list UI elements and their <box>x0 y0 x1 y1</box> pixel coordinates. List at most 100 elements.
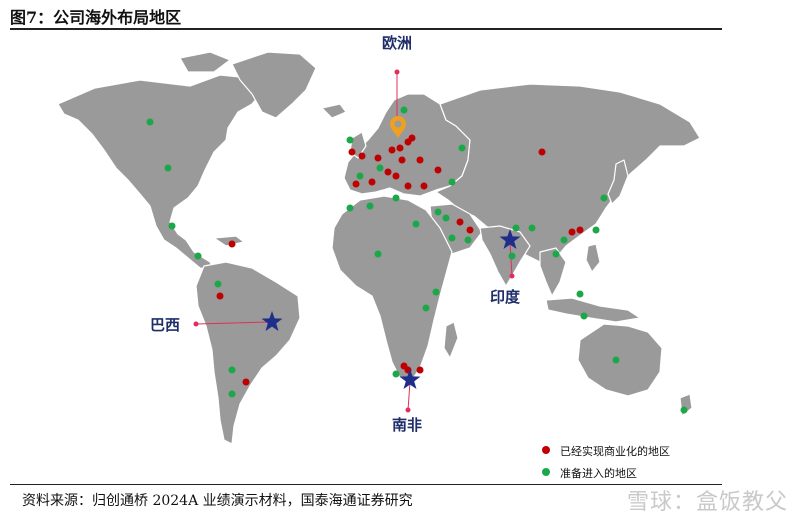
commercialized-dot <box>228 240 236 248</box>
entering-dot <box>146 118 154 126</box>
south-africa-leader-line <box>407 381 411 411</box>
entering-dot <box>432 288 440 296</box>
entering-dot <box>366 202 374 210</box>
landmasses <box>57 51 701 445</box>
entering-dot <box>612 356 620 364</box>
indonesia <box>545 297 641 323</box>
watermark: 雪球：盒饭教父 <box>626 490 788 515</box>
entering-dot <box>600 194 608 202</box>
entering-dot <box>448 234 456 242</box>
region-label-brazil: 巴西 <box>150 316 181 334</box>
commercialized-dots <box>216 134 584 386</box>
entering-dot <box>422 304 430 312</box>
entering-dot <box>528 224 536 232</box>
entering-dot <box>214 280 222 288</box>
commercialized-dot <box>392 172 400 180</box>
europe-leader-end <box>394 69 400 75</box>
entering-dot <box>376 164 384 172</box>
entering-dot <box>228 366 236 374</box>
entering-dot <box>356 172 364 180</box>
entering-dot <box>194 252 202 260</box>
legend-entering-dot <box>542 468 550 476</box>
commercialized-dot <box>368 178 376 186</box>
entering-dot <box>228 390 236 398</box>
commercialized-dot <box>352 180 360 188</box>
entering-dot <box>508 252 516 260</box>
entering-dot <box>392 194 400 202</box>
commercialized-dot <box>576 226 584 234</box>
commercialized-dot <box>408 134 416 142</box>
entering-dot <box>164 164 172 172</box>
entering-dot <box>580 312 588 320</box>
commercialized-dot <box>242 378 250 386</box>
region-label-south-africa: 南非 <box>392 416 423 434</box>
region-label-india: 印度 <box>490 288 521 306</box>
commercialized-dot <box>404 182 412 190</box>
entering-dot <box>346 136 354 144</box>
brazil-star-icon <box>261 311 283 331</box>
australia <box>577 323 663 397</box>
entering-dot <box>592 226 600 234</box>
commercialized-dot <box>456 218 464 226</box>
india-star-icon <box>499 229 521 249</box>
entering-dot <box>442 214 450 222</box>
commercialized-dot <box>538 148 546 156</box>
commercialized-dot <box>398 156 406 164</box>
entering-dot <box>576 290 584 298</box>
title-rule <box>10 28 722 30</box>
south-america <box>195 261 301 445</box>
india-leader-line <box>509 243 513 277</box>
region-label-europe: 欧洲 <box>382 34 413 52</box>
commercialized-dot <box>396 144 404 152</box>
commercialized-dot <box>568 228 576 236</box>
location-pin-icon <box>390 116 406 138</box>
arctic-islands <box>179 51 231 73</box>
legend-commercialized-dot <box>542 446 550 454</box>
commercialized-dot <box>374 154 382 162</box>
brazil-leader-line <box>195 321 269 325</box>
greenland <box>231 51 317 119</box>
legend-commercialized-label: 已经实现商业化的地区 <box>560 445 670 458</box>
legend-entering-label: 准备进入的地区 <box>560 467 637 480</box>
source-rule <box>10 484 722 485</box>
entering-dot <box>512 224 520 232</box>
entering-dot <box>374 250 382 258</box>
iceland <box>321 103 347 119</box>
leader-lines <box>195 72 513 411</box>
entering-dot <box>680 406 688 414</box>
leader-ends <box>193 69 515 413</box>
asia <box>435 83 701 263</box>
commercialized-dot <box>384 168 392 176</box>
entering-dot <box>464 236 472 244</box>
south-africa-star-icon <box>399 369 421 389</box>
entering-dots <box>146 106 688 414</box>
entering-dot <box>346 204 354 212</box>
figure-title: 图7：公司海外布局地区 <box>10 8 182 27</box>
philippines <box>585 243 601 273</box>
commercialized-dot <box>420 182 428 190</box>
commercialized-dot <box>416 366 424 374</box>
commercialized-dot <box>216 292 224 300</box>
southeast-asia <box>539 247 567 297</box>
hub-stars <box>261 229 521 389</box>
commercialized-dot <box>348 148 356 156</box>
entering-dot <box>458 144 466 152</box>
commercialized-dot <box>466 226 474 234</box>
commercialized-dot <box>434 166 442 174</box>
entering-dot <box>448 178 456 186</box>
entering-dot <box>168 222 176 230</box>
brazil-leader-end <box>193 321 199 327</box>
entering-dot <box>434 208 442 216</box>
madagascar <box>443 321 459 359</box>
caribbean <box>213 235 245 247</box>
commercialized-dot <box>388 146 396 154</box>
india <box>479 225 531 287</box>
commercialized-dot <box>358 152 366 160</box>
entering-dot <box>400 106 408 114</box>
japan <box>607 159 629 205</box>
africa <box>331 195 453 381</box>
india-leader-end <box>509 273 515 279</box>
south-africa-leader-end <box>405 407 411 413</box>
entering-dot <box>412 220 420 228</box>
